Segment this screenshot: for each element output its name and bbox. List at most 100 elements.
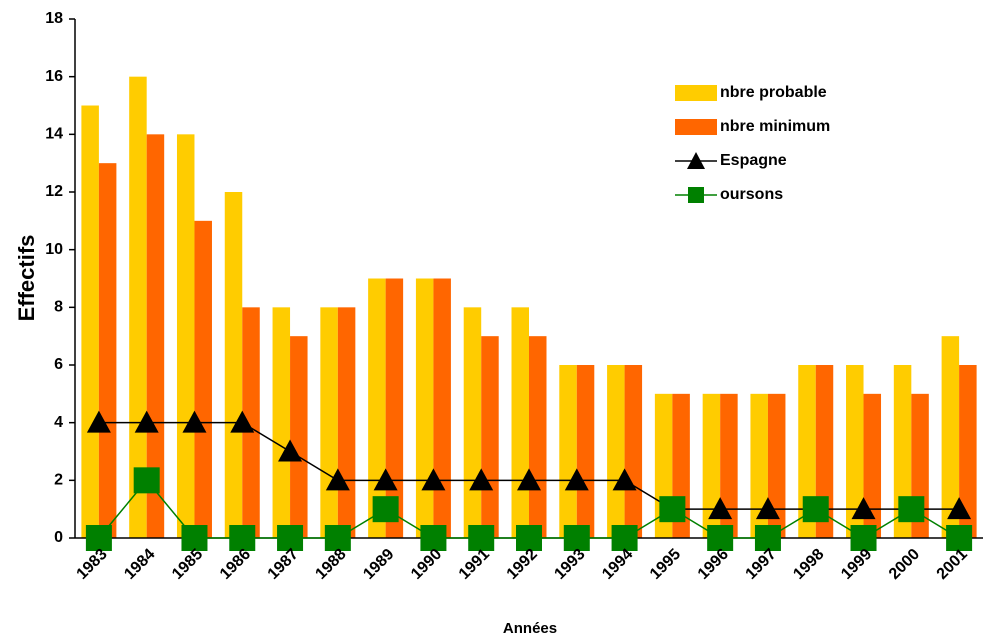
marker [278,439,303,462]
bar [702,393,721,538]
x-tick-label: 1992 [504,546,541,583]
bar [941,336,960,538]
marker [850,525,877,551]
bar [481,336,499,538]
marker [85,525,112,551]
x-tick-label: 1988 [312,546,349,583]
x-tick-label: 1996 [695,546,732,583]
marker [277,525,304,551]
legend-label: nbre minimum [720,118,830,135]
bar [415,278,434,538]
bar [893,365,912,538]
y-tick-label: 6 [54,356,63,373]
bar [750,393,768,538]
bar [720,393,738,538]
marker [133,467,160,494]
bar [242,307,260,538]
x-tick-label: 1991 [456,546,493,583]
bar [81,105,99,538]
x-tick-label: 1995 [647,546,684,583]
bar [368,278,386,538]
bar [863,393,882,538]
marker [707,525,734,551]
bar [511,307,529,538]
bar [959,365,977,538]
marker [851,497,876,520]
bar [846,365,864,538]
bar [385,278,404,538]
bar [224,192,243,538]
marker [708,497,733,520]
y-axis-title: Effectifs [14,235,39,322]
x-tick-label: 1993 [551,546,588,583]
x-tick-label: 1998 [790,546,827,583]
y-tick-label: 18 [45,10,63,27]
marker [421,468,446,491]
x-tick-label: 2000 [886,546,923,583]
legend-marker [688,187,704,203]
marker [612,468,637,491]
bar [290,336,308,538]
marker [755,497,780,520]
x-tick-label: 1987 [265,546,302,583]
marker [372,496,399,523]
x-tick-label: 1999 [838,546,875,583]
bar [624,365,643,538]
y-tick-label: 14 [45,126,63,143]
marker [134,410,159,433]
marker [182,410,207,433]
marker [947,497,972,520]
x-tick-label: 1990 [408,546,445,583]
legend-label: oursons [720,186,783,203]
x-tick-label: 1983 [74,546,111,583]
bar [146,134,165,539]
y-tick-label: 8 [54,299,63,316]
y-tick-label: 0 [54,529,63,546]
marker [468,525,495,551]
marker [946,525,973,551]
marker [373,468,398,491]
x-tick-label: 1984 [121,546,158,583]
marker [516,525,542,551]
bar [767,393,786,538]
bar [559,365,577,538]
marker [325,468,350,491]
marker [324,525,351,551]
y-tick-label: 4 [54,414,63,431]
bar [272,307,291,538]
marker [563,525,590,551]
bar [607,365,625,538]
bar [529,336,547,538]
bar [98,163,117,538]
marker [517,468,541,491]
marker [659,496,686,523]
marker [898,496,925,523]
y-tick-label: 10 [45,241,63,258]
bar [337,307,356,538]
bar [194,220,212,539]
x-tick-label: 1997 [743,546,780,583]
marker [469,468,494,491]
x-tick-label: 1986 [217,546,254,583]
marker [181,525,208,551]
bar [576,365,595,538]
x-tick-label: 1989 [360,546,397,583]
y-tick-label: 12 [45,183,63,200]
legend-marker [687,152,705,169]
marker [802,496,829,523]
x-tick-label: 1985 [169,546,206,583]
legend-label: Espagne [720,152,787,169]
marker [229,525,256,551]
marker [564,468,589,491]
bar [798,365,816,538]
x-tick-label: 2001 [934,546,971,583]
bar [815,365,834,538]
x-axis-title: Années [503,620,557,637]
legend-swatch [675,85,717,101]
legend-label: nbre probable [720,84,827,101]
y-tick-label: 16 [45,68,63,85]
marker [754,525,781,551]
bar [463,307,482,538]
legend-swatch [675,119,717,135]
